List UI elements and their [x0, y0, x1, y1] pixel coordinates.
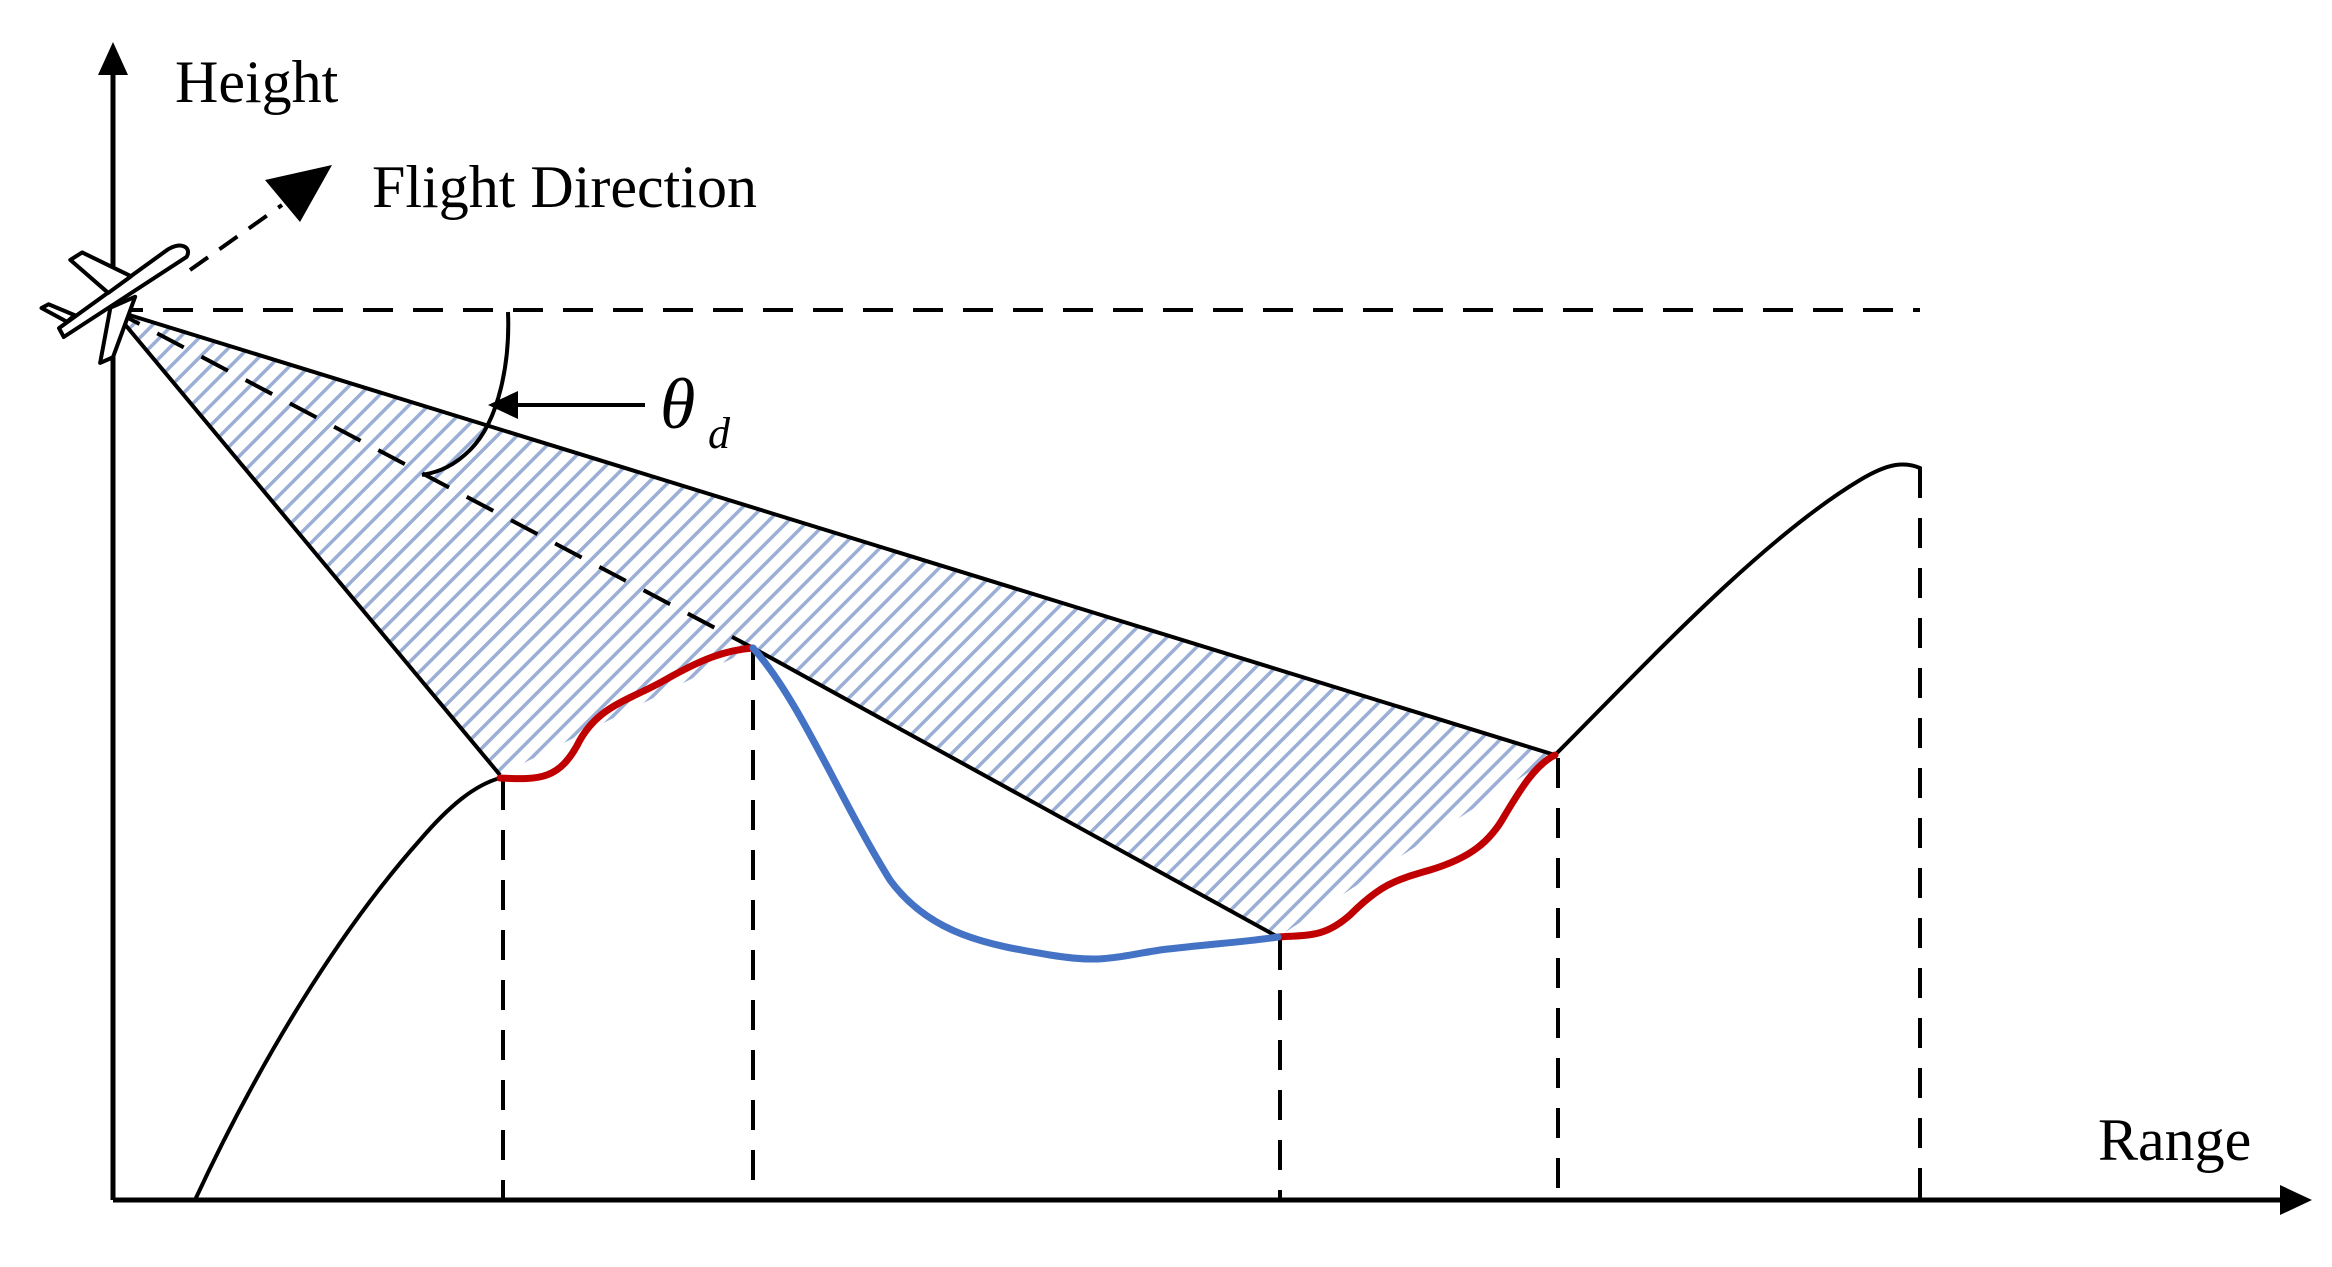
illuminated-segment-2	[1274, 751, 1559, 941]
flight-direction-line	[188, 203, 284, 272]
axes	[110, 62, 2292, 1203]
near-edge-ray	[111, 308, 502, 777]
terrain-left-slope	[193, 776, 502, 1202]
illuminated-segment-1	[496, 644, 757, 783]
angle-pointer-arrowhead-icon	[488, 391, 518, 419]
x-axis-label: Range	[2098, 1107, 2251, 1173]
radar-beam-region	[113, 310, 1555, 937]
angle-symbol: θ	[660, 364, 695, 444]
far-edge-ray	[112, 308, 1556, 757]
flight-direction-arrowhead-icon	[265, 165, 332, 222]
flight-direction-label: Flight Direction	[372, 154, 757, 220]
beam-boundaries	[111, 308, 1556, 939]
angle-subscript: d	[708, 409, 731, 458]
shadow-ray	[752, 646, 1279, 939]
y-axis-arrowhead-icon	[98, 42, 128, 75]
beam-center-line	[112, 308, 754, 650]
shadowed-terrain	[749, 644, 1282, 963]
reference-dashes	[112, 308, 1922, 1200]
airplane-icon	[39, 243, 190, 365]
illuminated-terrain	[496, 644, 1559, 941]
y-axis-label: Height	[175, 49, 339, 115]
terrain-profile	[193, 462, 1922, 1202]
x-axis-arrowhead-icon	[2280, 1185, 2312, 1215]
angle-arc	[421, 311, 511, 477]
terrain-right-slope	[1553, 462, 1922, 757]
